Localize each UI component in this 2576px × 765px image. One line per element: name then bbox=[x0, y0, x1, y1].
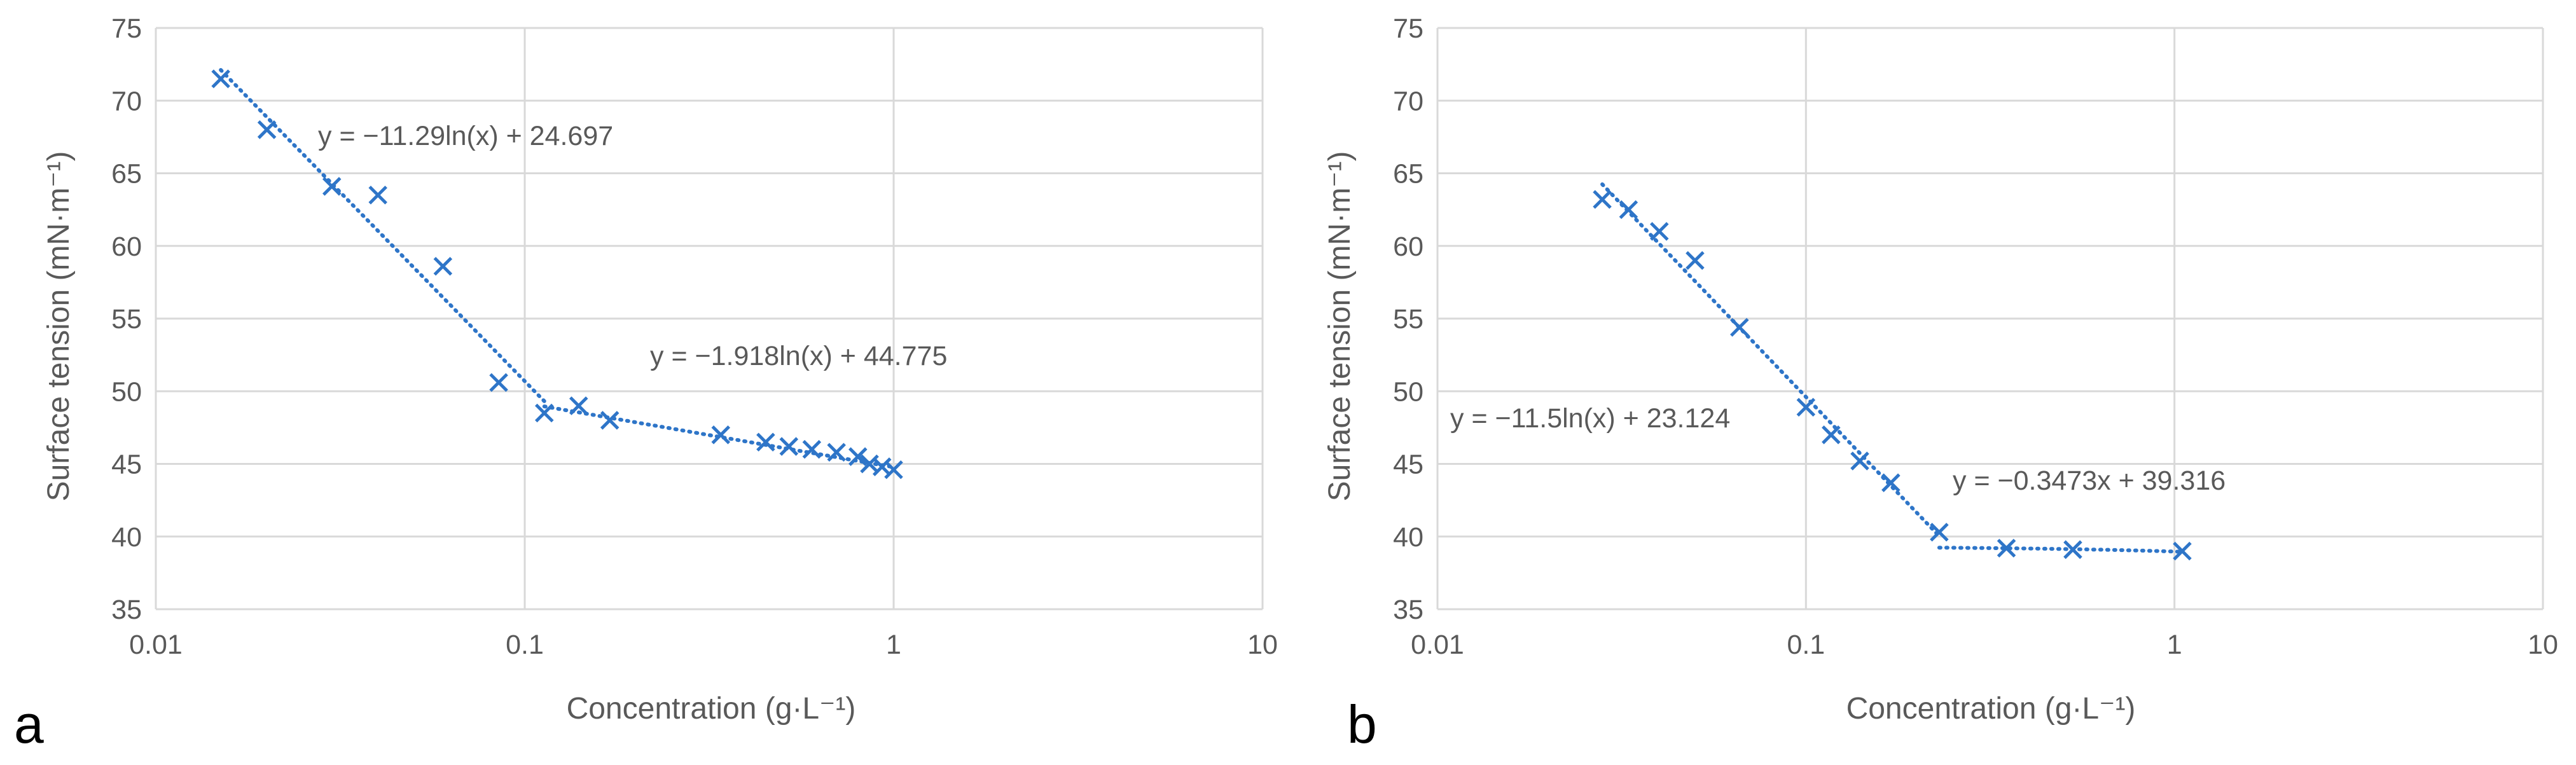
x-tick-label: 0.01 bbox=[1411, 630, 1464, 660]
x-tick-label: 10 bbox=[1247, 630, 1278, 660]
panel-label: b bbox=[1347, 694, 1377, 754]
data-point bbox=[600, 411, 620, 430]
data-point bbox=[322, 177, 342, 196]
data-point bbox=[1881, 473, 1901, 492]
data-point bbox=[1796, 397, 1816, 417]
x-tick-label: 10 bbox=[2528, 630, 2558, 660]
trendline bbox=[219, 68, 546, 403]
y-tick-label: 60 bbox=[1393, 231, 1423, 262]
data-point bbox=[1650, 222, 1669, 241]
trendline-equation: y = −1.918ln(x) + 44.775 bbox=[650, 341, 947, 371]
y-tick-label: 50 bbox=[111, 376, 142, 407]
y-tick-label: 75 bbox=[111, 13, 142, 44]
y-tick-label: 70 bbox=[111, 86, 142, 116]
x-axis-title: Concentration (g·L⁻¹) bbox=[1846, 692, 2136, 726]
trendline bbox=[1937, 546, 2184, 554]
trendline-equation: y = −11.5ln(x) + 23.124 bbox=[1450, 403, 1730, 434]
x-tick-label: 1 bbox=[886, 630, 901, 660]
data-point bbox=[1593, 190, 1612, 209]
trendline-equation: y = −0.3473x + 39.316 bbox=[1953, 465, 2226, 496]
panel-label: a bbox=[14, 694, 44, 754]
data-point bbox=[2173, 541, 2192, 561]
data-point bbox=[211, 69, 230, 88]
gridlines bbox=[155, 27, 1264, 610]
y-axis-title: Surface tension (mN·m⁻¹) bbox=[42, 151, 76, 502]
x-axis-title: Concentration (g·L⁻¹) bbox=[567, 692, 856, 726]
chart-panel-b: y = −11.5ln(x) + 23.124 y = −0.3473x + 3… bbox=[1323, 13, 2558, 754]
y-tick-label: 40 bbox=[111, 522, 142, 553]
data-point bbox=[711, 425, 731, 445]
data-point bbox=[257, 120, 277, 139]
x-tick-label: 1 bbox=[2167, 630, 2182, 660]
y-tick-label: 65 bbox=[1393, 159, 1423, 190]
data-point bbox=[1850, 451, 1869, 471]
data-point bbox=[1997, 539, 2016, 558]
x-tick-label: 0.1 bbox=[506, 630, 544, 660]
data-point bbox=[535, 403, 554, 423]
y-tick-label: 55 bbox=[111, 304, 142, 334]
y-tick-label: 45 bbox=[1393, 450, 1423, 480]
data-point bbox=[756, 432, 775, 451]
y-tick-label: 35 bbox=[111, 595, 142, 625]
data-point bbox=[779, 437, 799, 456]
data-point bbox=[489, 373, 508, 392]
data-point bbox=[848, 447, 868, 466]
data-point bbox=[1822, 425, 1841, 445]
data-point bbox=[1930, 523, 1949, 542]
data-point bbox=[2063, 540, 2082, 560]
x-tick-label: 0.01 bbox=[129, 630, 183, 660]
y-tick-label: 35 bbox=[1393, 595, 1423, 625]
data-point bbox=[1686, 251, 1705, 270]
chart-panel-a: y = −11.29ln(x) + 24.697 y = −1.918ln(x)… bbox=[14, 13, 1278, 754]
trendline-equation: y = −11.29ln(x) + 24.697 bbox=[318, 121, 613, 151]
gridlines bbox=[1436, 27, 2544, 610]
data-point bbox=[1619, 200, 1638, 219]
data-point bbox=[569, 396, 588, 415]
data-point bbox=[368, 186, 387, 205]
y-tick-label: 55 bbox=[1393, 304, 1423, 334]
y-tick-label: 50 bbox=[1393, 376, 1423, 407]
y-tick-label: 75 bbox=[1393, 13, 1423, 44]
data-point bbox=[802, 439, 822, 459]
data-point bbox=[433, 256, 453, 276]
y-axis-title: Surface tension (mN·m⁻¹) bbox=[1323, 151, 1357, 502]
trendline bbox=[1600, 182, 1941, 539]
data-point bbox=[827, 443, 846, 462]
data-point bbox=[884, 460, 903, 479]
data-point bbox=[1730, 317, 1749, 337]
y-tick-label: 60 bbox=[111, 231, 142, 262]
y-tick-label: 40 bbox=[1393, 522, 1423, 553]
x-tick-label: 0.1 bbox=[1787, 630, 1825, 660]
y-tick-label: 70 bbox=[1393, 86, 1423, 116]
y-tick-label: 65 bbox=[111, 159, 142, 190]
y-tick-label: 45 bbox=[111, 450, 142, 480]
data-point bbox=[872, 457, 892, 476]
